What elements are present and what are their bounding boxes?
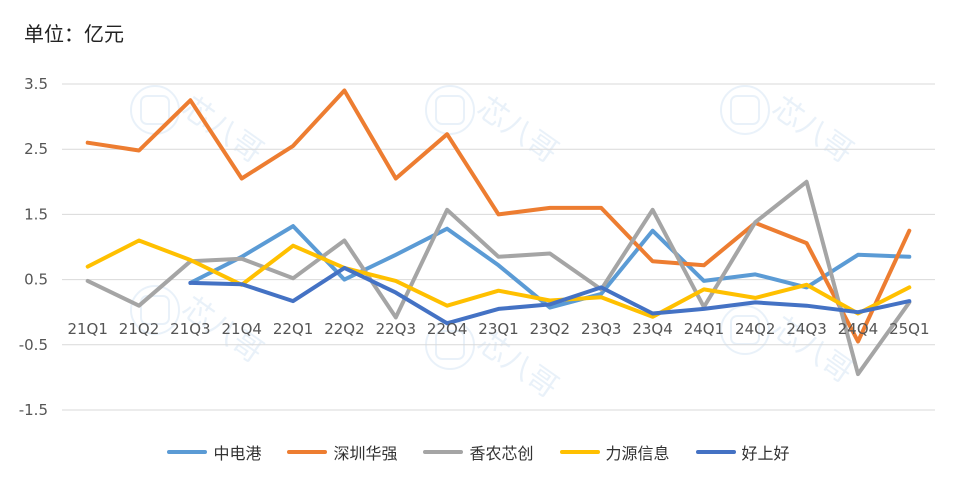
watermark-logo: 芯八哥 [720,305,859,390]
x-tick-label: 25Q1 [889,320,929,338]
y-tick-label: 3.5 [24,75,48,93]
watermark-logo: 芯八哥 [720,85,860,170]
y-tick-label: -0.5 [19,336,48,354]
legend: 中电港 深圳华强 香农芯创 力源信息 好上好 [0,440,957,464]
legend-item: 深圳华强 [287,440,397,464]
legend-label: 香农芯创 [469,444,534,463]
x-tick-label: 24Q2 [735,320,775,338]
x-tick-label: 23Q4 [632,320,672,338]
watermark-logo: 芯八哥 [130,85,269,170]
legend-label: 中电港 [213,444,262,463]
x-tick-label: 21Q4 [222,320,262,338]
y-axis-ticks: -1.5 -0.5 0.5 1.5 2.5 3.5 [19,75,48,419]
legend-swatch [695,450,736,454]
unit-label: 单位：亿元 [24,22,124,46]
y-tick-label: 0.5 [24,271,48,289]
legend-label: 深圳华强 [333,444,398,463]
x-tick-label: 22Q3 [376,320,416,338]
x-tick-label: 22Q4 [427,320,467,338]
x-tick-label: 23Q1 [478,320,518,338]
x-tick-label: 24Q1 [684,320,724,338]
legend-swatch [167,450,208,454]
legend-item: 香农芯创 [423,440,534,464]
legend-item: 力源信息 [559,440,670,464]
svg-text:芯八哥: 芯八哥 [766,90,860,170]
x-tick-label: 24Q4 [838,320,878,338]
series-line [85,88,912,344]
y-tick-label: 1.5 [24,205,48,223]
legend-item: 中电港 [167,440,261,464]
x-tick-label: 22Q2 [324,320,364,338]
x-tick-label: 21Q3 [170,320,210,338]
x-tick-label: 22Q1 [273,320,313,338]
series-line [85,179,912,377]
svg-text:芯八哥: 芯八哥 [471,90,565,170]
legend-item: 好上好 [695,440,790,464]
series-line [85,238,912,319]
x-tick-label: 23Q2 [530,320,570,338]
legend-swatch [423,450,464,454]
x-tick-label: 21Q2 [119,320,159,338]
legend-label: 好上好 [741,444,790,463]
legend-swatch [287,450,328,454]
legend-label: 力源信息 [605,444,670,463]
x-tick-label: 21Q1 [67,320,107,338]
series-line [188,265,912,326]
legend-swatch [559,450,600,454]
series-lines [85,88,912,377]
y-tick-label: 2.5 [24,140,48,158]
x-axis-ticks: 21Q1 21Q2 21Q3 21Q4 22Q1 22Q2 22Q3 22Q4 23Q1 23Q2… [67,320,929,338]
y-tick-label: -1.5 [19,401,48,419]
watermark-logo: 芯八哥 [425,85,565,170]
series-line [188,224,912,310]
x-tick-label: 23Q3 [581,320,621,338]
x-tick-label: 24Q3 [786,320,826,338]
